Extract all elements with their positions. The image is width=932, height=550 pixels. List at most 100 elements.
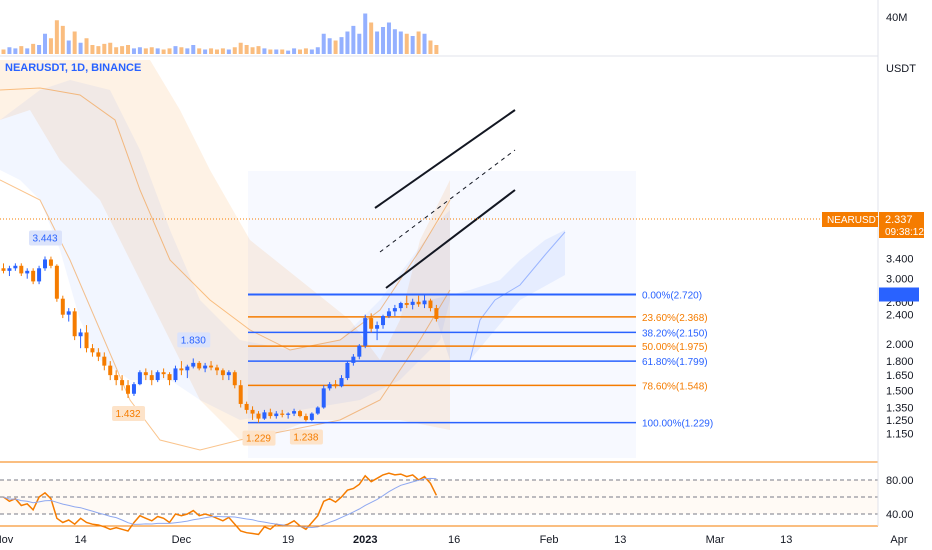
ascending-channel[interactable] <box>374 109 516 289</box>
candle-body <box>244 403 249 410</box>
rsi-tick-label: 80.00 <box>886 475 914 487</box>
volume-bar <box>274 49 279 54</box>
rsi-line <box>3 472 438 536</box>
volume-bar <box>84 38 89 54</box>
volume-bar <box>381 27 386 54</box>
candle-body <box>309 413 314 420</box>
point-label: 1.432 <box>112 405 146 421</box>
volume-bar <box>209 48 214 54</box>
candle-body <box>428 300 433 309</box>
candle-body <box>375 325 380 329</box>
candle-body <box>422 300 427 305</box>
fib-level-label: 78.60%(1.548) <box>642 381 708 392</box>
volume-bar <box>31 43 36 54</box>
time-tick-label: 14 <box>74 534 86 546</box>
price-tick-label: 1.500 <box>886 385 914 397</box>
volume-bar <box>268 49 273 54</box>
volume-bar <box>155 48 160 54</box>
candle-body <box>351 356 356 363</box>
candle-body <box>102 356 107 366</box>
volume-bar <box>238 42 243 54</box>
candle-body <box>120 380 125 386</box>
volume-bar <box>298 49 302 54</box>
volume-bar <box>48 38 53 54</box>
candle-body <box>66 311 71 315</box>
time-tick-label: 2023 <box>353 534 377 546</box>
volume-bar <box>161 49 166 54</box>
candle-body <box>262 412 267 419</box>
price-tick-label: 1.800 <box>886 356 914 368</box>
time-axis[interactable]: Nov14Dec19202316Feb13Mar13Apr17May <box>0 534 932 546</box>
fib-level-label: 0.00%(2.720) <box>642 290 702 301</box>
candle-body <box>179 368 184 371</box>
candle-body <box>173 368 178 381</box>
volume-bar <box>54 20 59 54</box>
highlight-price-label: 2.720 <box>886 166 914 178</box>
candle-body <box>96 352 101 357</box>
candle-body <box>131 384 136 394</box>
price-scale[interactable]: 40M USDT 3.4003.0002.6002.4002.0001.8001… <box>822 0 924 526</box>
current-price-tag: NEARUSDT 2.337 09:38:12 <box>822 212 924 238</box>
fib-level-label: 100.00%(1.229) <box>642 419 713 430</box>
candle-body <box>191 362 196 367</box>
candle-body <box>363 318 368 346</box>
candle-body <box>185 366 190 371</box>
volume-bar <box>303 48 308 54</box>
candle-body <box>84 332 89 349</box>
volume-bar <box>386 22 391 54</box>
volume-bars <box>1 13 439 54</box>
price-tick-label: 3.400 <box>886 254 914 266</box>
candle-body <box>386 311 391 317</box>
candle-body <box>321 388 326 408</box>
price-tick-label: 1.650 <box>886 370 914 382</box>
candle-body <box>369 318 374 329</box>
fib-level-label: 61.80%(1.799) <box>642 357 708 368</box>
candle-body <box>327 384 332 389</box>
time-tick-label: Apr <box>890 534 907 546</box>
volume-bar <box>96 46 101 54</box>
price-tick-label: 1.250 <box>886 415 914 427</box>
candle-body <box>48 259 53 266</box>
current-symbol-label: NEARUSDT <box>827 215 882 226</box>
volume-bar <box>339 37 344 54</box>
price-tick-label: 1.150 <box>886 428 914 440</box>
volume-bar <box>351 25 356 54</box>
fibonacci-retracement[interactable]: 0.00%(2.720) 23.60%(2.368) 38.20%(2.150) 50… <box>248 290 713 430</box>
point-label-text: 1.238 <box>293 432 318 443</box>
volume-bar <box>131 48 136 54</box>
volume-bar <box>126 45 131 54</box>
volume-bar <box>375 31 380 54</box>
volume-bar <box>167 48 172 54</box>
candle-body <box>78 332 83 337</box>
candle-body <box>60 298 65 315</box>
candle-body <box>280 413 285 415</box>
volume-bar <box>262 48 267 54</box>
candle-body <box>292 411 297 414</box>
time-tick-label: 16 <box>448 534 460 546</box>
volume-bar <box>286 50 291 54</box>
volume-bar <box>197 48 202 54</box>
volume-bar <box>321 33 326 54</box>
candle-body <box>203 365 208 369</box>
volume-bar <box>315 47 320 54</box>
candle-body <box>250 409 255 414</box>
candle-body <box>404 303 409 305</box>
volume-bar <box>66 40 71 54</box>
rsi-ticks: 80.00 40.00 <box>886 475 914 521</box>
point-label: 1.238 <box>289 429 323 445</box>
volume-bar <box>369 22 374 54</box>
candle-body <box>416 301 421 305</box>
volume-bar <box>333 40 338 54</box>
candle-body <box>19 265 24 274</box>
volume-bar <box>345 31 350 54</box>
volume-bar <box>173 46 178 54</box>
candle-body <box>1 268 6 271</box>
volume-bar <box>185 48 190 54</box>
candle-body <box>381 316 386 326</box>
candle-body <box>90 348 95 353</box>
volume-bar <box>19 46 24 54</box>
volume-bar <box>114 47 119 54</box>
volume-bar <box>43 33 48 54</box>
volume-bar <box>37 45 42 54</box>
